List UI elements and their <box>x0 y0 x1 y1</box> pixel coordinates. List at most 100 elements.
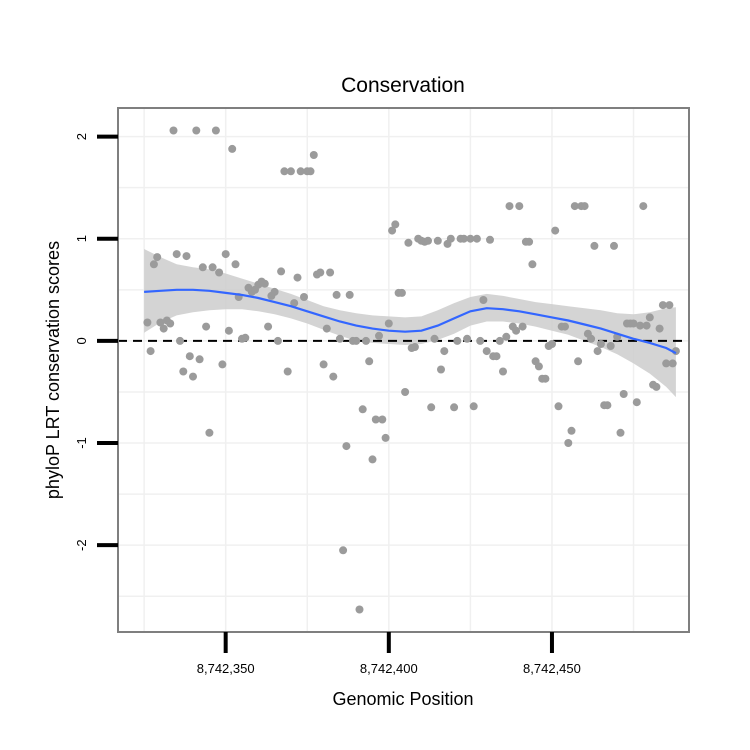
data-point <box>636 321 645 330</box>
data-point <box>198 263 207 272</box>
y-axis-title: phyloP LRT conservation scores <box>43 241 63 499</box>
data-point <box>326 268 335 277</box>
data-point <box>570 202 579 211</box>
data-point <box>505 202 514 211</box>
data-point <box>512 326 521 335</box>
data-point <box>401 388 410 396</box>
data-point <box>218 360 227 369</box>
data-point <box>309 151 318 159</box>
x-tick-label: 8,742,400 <box>360 661 418 676</box>
data-point <box>159 324 168 333</box>
data-point <box>391 220 400 229</box>
data-point <box>195 355 204 364</box>
smooth-line <box>144 288 677 355</box>
data-point <box>574 357 583 366</box>
confidence-band-layer <box>144 249 676 398</box>
data-point <box>241 333 250 342</box>
data-point <box>476 336 485 345</box>
data-point <box>554 402 563 411</box>
data-point <box>316 268 325 277</box>
data-point <box>632 398 641 407</box>
data-point <box>482 347 491 356</box>
data-point <box>228 144 237 153</box>
data-point <box>332 290 341 299</box>
data-point <box>211 126 220 135</box>
x-tick-label: 8,742,350 <box>197 661 255 676</box>
data-point <box>172 250 181 259</box>
data-point <box>368 455 377 464</box>
data-point <box>169 126 178 135</box>
data-points <box>143 126 680 614</box>
data-point <box>548 340 556 348</box>
data-point <box>352 336 361 345</box>
data-point <box>567 426 576 435</box>
data-point <box>430 334 439 343</box>
data-point <box>610 241 618 250</box>
data-point <box>176 336 184 345</box>
data-point <box>629 319 638 328</box>
data-point <box>397 288 406 297</box>
data-point <box>502 332 511 341</box>
data-point <box>329 372 338 381</box>
data-point <box>453 336 462 345</box>
y-tick-label: 0 <box>74 337 89 344</box>
data-point <box>270 287 279 296</box>
data-point <box>182 252 191 261</box>
data-point <box>362 336 370 345</box>
data-point <box>424 236 432 245</box>
data-point <box>153 253 162 262</box>
data-point <box>463 334 472 343</box>
smooth-line-layer <box>144 288 677 355</box>
data-point <box>375 331 383 340</box>
data-point <box>469 402 478 411</box>
data-point <box>590 241 599 250</box>
data-point <box>296 167 305 176</box>
x-tick-label: 8,742,450 <box>523 661 581 676</box>
confidence-band <box>144 249 676 398</box>
data-point <box>479 296 488 304</box>
data-point <box>342 442 351 451</box>
data-point <box>355 605 364 614</box>
data-point <box>541 374 550 383</box>
data-point <box>231 260 240 269</box>
data-point <box>273 336 282 345</box>
data-point <box>515 202 524 211</box>
data-point <box>652 382 661 391</box>
data-point <box>525 237 534 246</box>
data-point <box>293 273 302 282</box>
data-point <box>534 362 543 371</box>
data-point <box>149 260 158 269</box>
data-point <box>322 324 331 333</box>
data-point <box>587 334 596 343</box>
data-point <box>339 546 348 555</box>
data-point <box>645 313 654 322</box>
data-point <box>580 202 589 211</box>
data-point <box>260 279 269 288</box>
data-point <box>606 342 615 350</box>
data-point <box>551 226 560 235</box>
data-point <box>371 415 380 424</box>
data-point <box>410 343 419 351</box>
data-point <box>205 428 214 437</box>
data-point <box>215 268 224 277</box>
data-point <box>518 322 527 331</box>
data-point <box>404 238 413 247</box>
data-point <box>616 428 625 437</box>
y-tick-label: 2 <box>74 133 89 140</box>
data-point <box>446 234 455 243</box>
data-point <box>300 293 308 301</box>
data-point <box>306 167 315 176</box>
data-point <box>440 347 449 356</box>
data-point <box>603 401 612 410</box>
data-point <box>224 326 233 335</box>
x-axis-title: Genomic Position <box>332 689 473 709</box>
data-point <box>486 235 494 244</box>
data-point <box>492 352 501 361</box>
data-point <box>655 324 664 333</box>
data-point <box>459 234 468 243</box>
data-point <box>358 405 367 414</box>
data-point <box>427 403 436 412</box>
data-point <box>639 202 648 211</box>
